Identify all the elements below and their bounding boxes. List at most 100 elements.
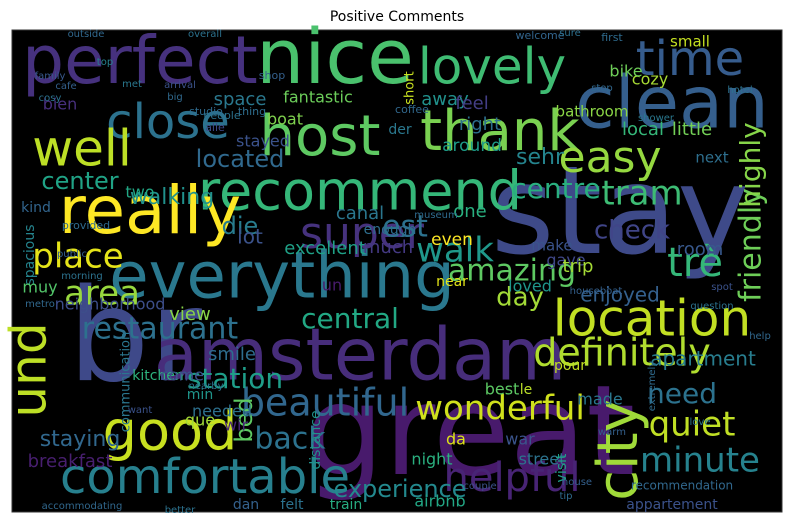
word: overall <box>188 29 222 40</box>
word: right <box>459 114 501 135</box>
word: want <box>128 405 153 416</box>
word: spot <box>711 282 733 293</box>
word: best <box>485 380 520 399</box>
word: bed <box>230 397 258 442</box>
word: shop <box>259 69 285 82</box>
word: family <box>35 71 66 82</box>
word: min <box>187 387 213 403</box>
word: well <box>32 120 131 178</box>
word: kitchen <box>132 368 184 384</box>
word: perfect <box>22 22 258 99</box>
word: br <box>68 262 202 411</box>
word: space <box>214 89 267 110</box>
word: felt <box>281 497 304 513</box>
word: da <box>446 430 466 449</box>
word: airbnb <box>414 492 465 511</box>
word: public <box>57 249 87 260</box>
word: help <box>749 331 771 342</box>
word: recommendation <box>631 479 733 493</box>
word: tram <box>601 174 682 214</box>
word: walk <box>416 231 494 271</box>
word: minute <box>640 441 760 481</box>
word: around <box>442 136 502 156</box>
word: even <box>431 230 473 250</box>
cloud-background <box>11 29 783 513</box>
word: area <box>64 274 140 314</box>
word: morning <box>61 271 103 282</box>
word: back <box>254 422 326 457</box>
word: beautiful <box>241 381 409 425</box>
word: question <box>690 301 733 312</box>
word: really <box>59 172 241 249</box>
word: love <box>690 417 711 428</box>
word: located <box>196 145 285 173</box>
word: coffee <box>395 103 429 116</box>
word: check <box>594 216 670 246</box>
word: lot <box>237 225 263 249</box>
word: enough <box>364 222 417 238</box>
word: fantastic <box>283 88 353 107</box>
word: stayed <box>236 132 290 151</box>
word: train <box>330 497 363 513</box>
word: enjoyed <box>580 283 660 307</box>
word: near <box>436 274 468 290</box>
word: provided <box>62 219 110 232</box>
word: room <box>677 239 724 260</box>
word: amsterdam <box>154 313 567 397</box>
word: pour <box>554 358 586 374</box>
word: neighborhood <box>55 295 166 314</box>
word: studio <box>189 105 223 118</box>
word: centre <box>511 172 600 205</box>
word: nice <box>256 12 414 101</box>
word: highly <box>734 122 767 207</box>
word: muy <box>22 278 57 297</box>
word: communication <box>119 332 134 433</box>
word: house <box>562 477 592 488</box>
word: better <box>165 505 196 516</box>
word: wonderful <box>415 389 585 429</box>
word: accommodating <box>42 501 123 512</box>
word: host <box>260 104 381 169</box>
word: made <box>577 390 622 409</box>
word: friendly <box>734 188 769 302</box>
word: excellent <box>284 238 366 259</box>
word: un <box>322 276 342 295</box>
word: gave <box>546 251 585 270</box>
word: sehr <box>516 145 565 170</box>
word: wir <box>224 416 249 435</box>
word: boat <box>267 110 303 129</box>
word: warm <box>598 427 626 438</box>
word: visit <box>554 453 570 482</box>
word: clean <box>575 61 769 145</box>
word: day <box>496 283 544 313</box>
word: location <box>553 290 751 348</box>
word: metro <box>25 299 55 310</box>
word: time <box>636 31 744 87</box>
word: quiet <box>649 405 736 445</box>
word: night <box>411 450 452 469</box>
word: trip <box>563 256 594 277</box>
word: street <box>519 450 566 469</box>
word: away <box>421 89 469 110</box>
word: arrival <box>164 80 196 91</box>
word: cozy <box>632 70 668 89</box>
word: helpful <box>443 455 580 501</box>
word: small <box>670 33 710 51</box>
word: good <box>103 400 238 463</box>
word: much <box>363 237 413 258</box>
word: come <box>160 366 204 385</box>
word: nearby <box>189 381 224 392</box>
word: alle <box>205 121 225 134</box>
word: sure <box>559 28 581 39</box>
chart-title: Positive Comments <box>330 9 464 25</box>
word: shower <box>638 113 675 124</box>
word: place <box>32 237 123 277</box>
word: people <box>203 109 241 122</box>
word: houseboat <box>570 286 623 297</box>
word: feel <box>455 93 489 114</box>
word: canal <box>336 203 384 224</box>
word: everything <box>109 240 454 314</box>
word: comfortable <box>60 449 350 505</box>
word: que <box>185 411 215 430</box>
